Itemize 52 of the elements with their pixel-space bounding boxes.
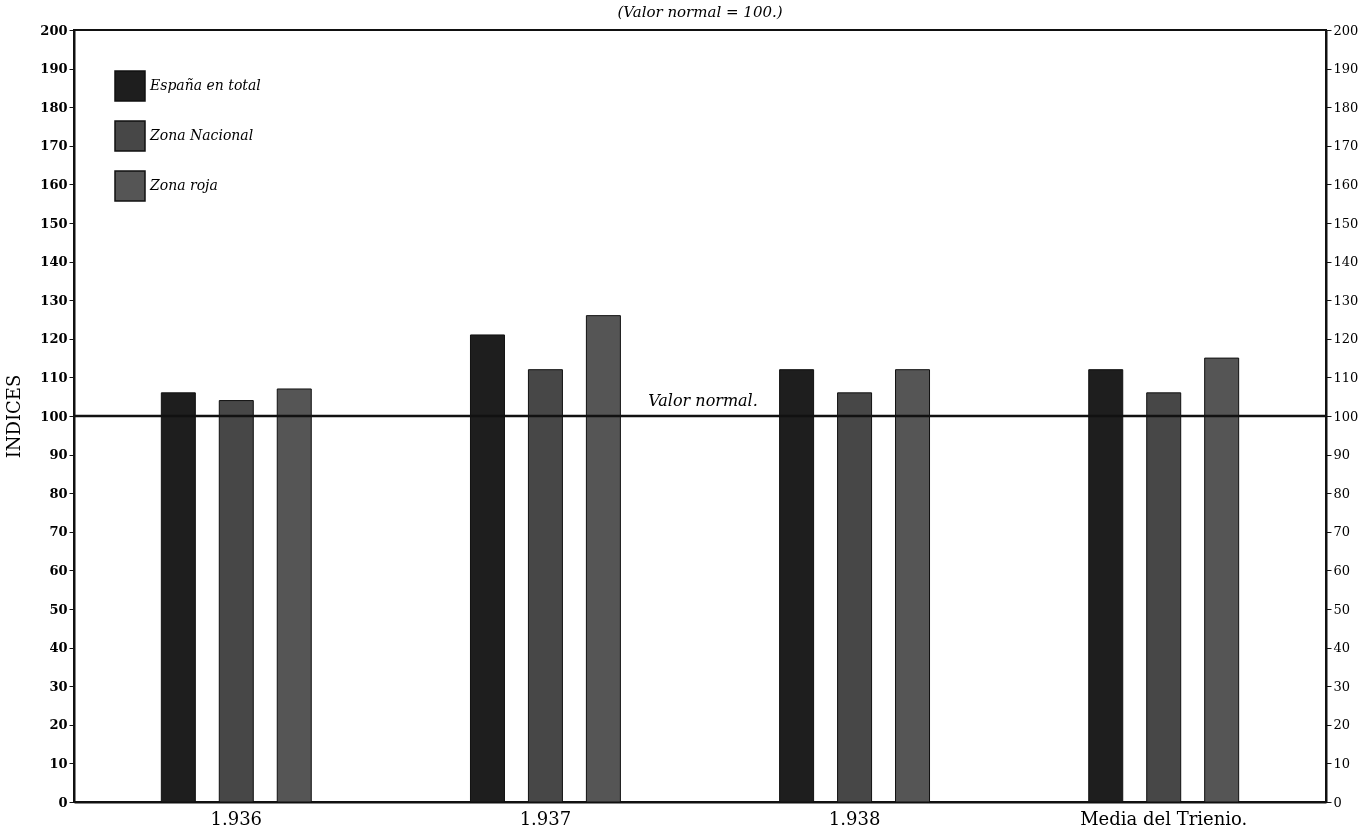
y-tick-label: 140 bbox=[40, 254, 68, 270]
y2-tick-label: 0 bbox=[1333, 794, 1342, 810]
y2-tick-label: 120 bbox=[1333, 331, 1359, 347]
y-tick-label: 20 bbox=[49, 717, 68, 733]
y-axis-title: INDICES bbox=[3, 374, 25, 459]
y2-tick-label: 180 bbox=[1333, 99, 1359, 115]
y2-tick-label: 170 bbox=[1333, 138, 1359, 154]
y2-tick-label: 190 bbox=[1333, 61, 1359, 77]
ref-line-label: Valor normal. bbox=[648, 391, 758, 410]
legend-label: Zona roja bbox=[149, 177, 218, 193]
y2-tick-label: 10 bbox=[1333, 755, 1351, 771]
y2-tick-label: 90 bbox=[1333, 447, 1351, 463]
y-tick-label: 70 bbox=[49, 524, 68, 540]
y2-tick-label: 80 bbox=[1333, 485, 1351, 501]
y-tick-label: 130 bbox=[40, 292, 68, 308]
legend-label: España en total bbox=[149, 77, 261, 93]
y-tick-label: 80 bbox=[49, 485, 68, 501]
x-tick-label: 1.936 bbox=[210, 807, 263, 829]
y-tick-label: 0 bbox=[58, 794, 68, 810]
y-tick-label: 120 bbox=[40, 331, 68, 347]
y-tick-label: 10 bbox=[49, 755, 68, 771]
y2-tick-label: 150 bbox=[1333, 215, 1359, 231]
chart-subtitle: (Valor normal = 100.) bbox=[617, 3, 783, 21]
legend-label: Zona Nacional bbox=[149, 127, 254, 143]
y2-tick-label: 40 bbox=[1333, 640, 1351, 656]
y-tick-label: 90 bbox=[49, 447, 68, 463]
y2-tick-label: 60 bbox=[1333, 562, 1351, 578]
y-tick-label: 170 bbox=[40, 138, 68, 154]
y2-tick-label: 30 bbox=[1333, 678, 1351, 694]
y2-tick-label: 130 bbox=[1333, 292, 1359, 308]
y-tick-label: 110 bbox=[40, 369, 68, 385]
x-tick-label: 1.937 bbox=[519, 807, 572, 829]
x-tick-label: 1.938 bbox=[828, 807, 881, 829]
y2-tick-label: 160 bbox=[1333, 176, 1359, 192]
y-tick-label: 190 bbox=[40, 61, 68, 77]
y2-tick-label: 100 bbox=[1333, 408, 1359, 424]
y2-tick-label: 200 bbox=[1333, 22, 1359, 38]
y2-tick-label: 50 bbox=[1333, 601, 1351, 617]
y2-tick-label: 110 bbox=[1333, 369, 1359, 385]
y-tick-label: 180 bbox=[40, 99, 68, 115]
y-tick-label: 40 bbox=[49, 640, 68, 656]
y2-tick-label: 140 bbox=[1333, 254, 1359, 270]
y-tick-label: 50 bbox=[49, 601, 68, 617]
y-tick-label: 60 bbox=[49, 562, 68, 578]
y2-tick-label: 20 bbox=[1333, 717, 1351, 733]
y-tick-label: 30 bbox=[49, 678, 68, 694]
y-tick-label: 200 bbox=[40, 22, 68, 38]
y-tick-label: 160 bbox=[40, 176, 68, 192]
y-tick-label: 150 bbox=[40, 215, 68, 231]
x-tick-label: Media del Trienio. bbox=[1080, 807, 1248, 829]
y2-tick-label: 70 bbox=[1333, 524, 1351, 540]
y-tick-label: 100 bbox=[40, 408, 68, 424]
